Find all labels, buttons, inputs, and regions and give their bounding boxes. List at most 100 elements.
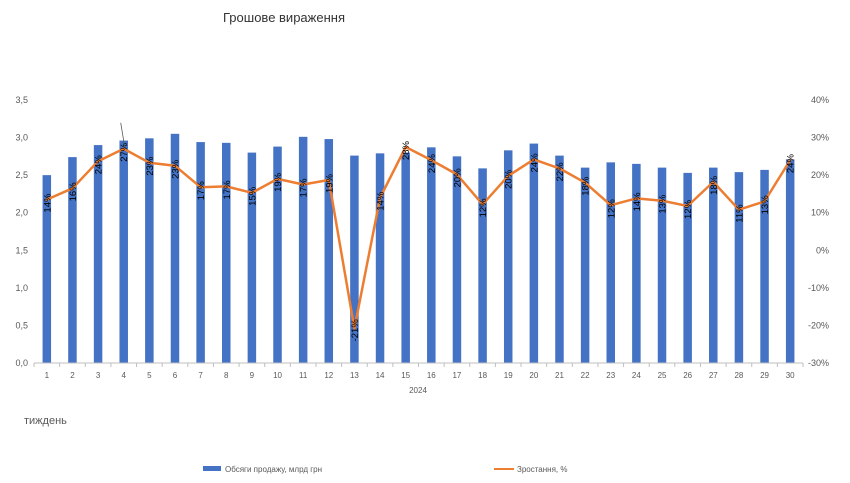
data-label: 17% xyxy=(299,178,310,198)
data-label: 20% xyxy=(504,169,515,189)
data-label: 12% xyxy=(606,199,617,219)
bar xyxy=(350,155,359,363)
data-label: 12% xyxy=(683,199,694,219)
x-tick-label: 22 xyxy=(581,371,590,380)
x-tick-label: 25 xyxy=(658,371,667,380)
y-left-tick-label: 3,5 xyxy=(15,95,28,105)
data-label: 15% xyxy=(247,186,258,206)
x-tick-label: 14 xyxy=(376,371,385,380)
bar xyxy=(222,142,231,363)
data-label: 24% xyxy=(529,153,540,173)
line-layer xyxy=(45,145,792,330)
x-tick-label: 4 xyxy=(121,371,126,380)
x-tick-label: 5 xyxy=(147,371,152,380)
bar xyxy=(247,152,257,363)
x-tick-label: 28 xyxy=(734,371,743,380)
y-left-tick-label: 0,5 xyxy=(15,320,28,330)
bar xyxy=(632,163,641,363)
data-label: 16% xyxy=(68,182,79,202)
x-tick-label: 10 xyxy=(273,371,282,380)
data-label: 28% xyxy=(401,140,412,160)
growth-line xyxy=(45,145,792,330)
data-label: 13% xyxy=(760,195,771,215)
bar xyxy=(298,136,308,363)
x-tick-label: 16 xyxy=(427,371,436,380)
x-tick-label: 13 xyxy=(350,371,359,380)
data-label: -21% xyxy=(350,319,361,342)
y-left-tick-label: 0,0 xyxy=(15,358,28,368)
data-label: 20% xyxy=(452,168,463,188)
data-label-leader xyxy=(120,122,126,147)
bars-layer xyxy=(42,133,795,363)
data-label: 24% xyxy=(786,154,797,174)
data-labels-layer: 14% 16% 24% 27% 23% 23% 17% 17% 15% 19% 17% 19% -21%… xyxy=(42,122,797,342)
bar xyxy=(760,169,769,363)
bar xyxy=(580,167,590,363)
bar xyxy=(401,152,410,363)
x-group-label: 2024 xyxy=(409,386,427,395)
y-right-tick-label: 30% xyxy=(811,133,829,143)
legend: Обсяги продажу, млрд грн Зростання, % xyxy=(203,465,567,474)
bar xyxy=(145,138,154,363)
bar xyxy=(555,155,564,363)
bar xyxy=(503,150,513,363)
bar xyxy=(170,133,180,363)
y-left-tick-label: 2,0 xyxy=(15,208,28,218)
bar xyxy=(683,172,692,363)
y-left-tick-label: 1,5 xyxy=(15,245,28,255)
data-label: 12% xyxy=(478,198,489,218)
x-tick-label: 18 xyxy=(478,371,487,380)
chart-title: Грошове вираження xyxy=(223,10,345,25)
x-tick-label: 15 xyxy=(401,371,410,380)
y-right-tick-label: 10% xyxy=(811,208,829,218)
x-tick-label: 30 xyxy=(786,371,795,380)
bar xyxy=(529,143,539,363)
bar xyxy=(709,167,718,363)
legend-swatch-sales xyxy=(203,466,221,471)
data-label: 17% xyxy=(222,180,233,200)
x-tick-label: 7 xyxy=(198,371,203,380)
bar xyxy=(196,142,205,363)
data-label: 22% xyxy=(555,162,566,182)
data-label: 19% xyxy=(324,173,335,193)
y-right-tick-label: -10% xyxy=(808,283,829,293)
bar xyxy=(119,140,128,363)
data-label: 24% xyxy=(94,155,105,175)
data-label: 13% xyxy=(657,194,668,214)
y-right-tick-label: -30% xyxy=(808,358,829,368)
data-label: 14% xyxy=(632,192,643,212)
x-tick-label: 17 xyxy=(452,371,461,380)
y-right-tick-label: 40% xyxy=(811,95,829,105)
bar xyxy=(324,139,334,363)
x-tick-label: 3 xyxy=(96,371,101,380)
y-left-tick-label: 3,0 xyxy=(15,133,28,143)
bar xyxy=(478,168,487,363)
bar xyxy=(375,153,385,363)
x-tick-label: 27 xyxy=(709,371,718,380)
data-label: 17% xyxy=(196,181,207,201)
data-label: 23% xyxy=(170,159,181,179)
data-label: 18% xyxy=(581,176,592,196)
x-tick-label: 19 xyxy=(504,371,513,380)
axes-layer: 1 2 3 4 5 6 7 8 9 10 11 12 13 14 15 16 17 18 19 20 21 22 23 24 2… xyxy=(15,95,829,380)
x-tick-label: 6 xyxy=(173,371,178,380)
x-tick-label: 1 xyxy=(45,371,50,380)
bar xyxy=(657,167,667,363)
x-tick-label: 2 xyxy=(70,371,75,380)
legend-label-sales: Обсяги продажу, млрд грн xyxy=(225,465,322,474)
x-tick-label: 20 xyxy=(529,371,538,380)
x-tick-label: 21 xyxy=(555,371,564,380)
bar xyxy=(273,146,282,363)
x-tick-label: 26 xyxy=(683,371,692,380)
bar xyxy=(606,162,615,363)
bar xyxy=(93,145,103,363)
legend-label-growth: Зростання, % xyxy=(517,465,567,474)
x-tick-label: 9 xyxy=(250,371,255,380)
bar xyxy=(68,157,77,363)
y-right-tick-label: 20% xyxy=(811,170,829,180)
data-label: 23% xyxy=(145,156,156,176)
y-right-tick-label: -20% xyxy=(808,320,829,330)
x-tick-label: 11 xyxy=(299,371,308,380)
data-label: 19% xyxy=(273,172,284,192)
